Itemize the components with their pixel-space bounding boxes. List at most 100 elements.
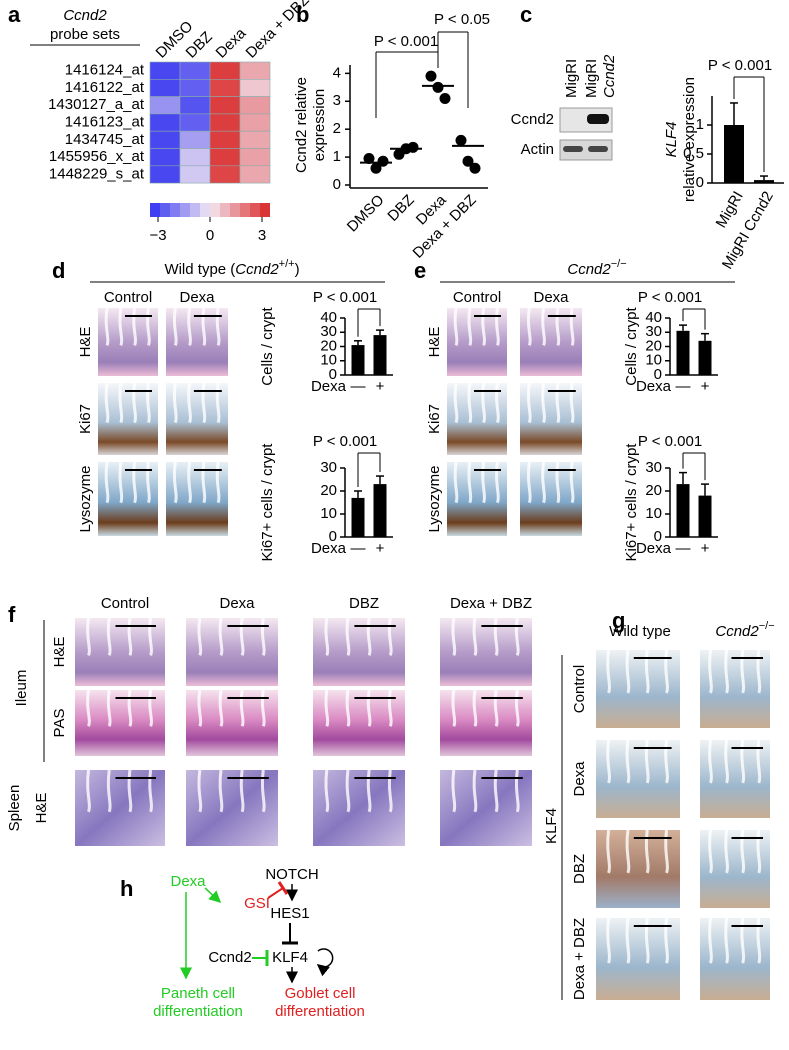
x-tick-label: — [676,540,691,557]
inhibit [267,887,284,899]
column-label: Dexa [533,289,569,306]
tissue-texture [324,689,330,727]
heatmap-cell [179,130,211,149]
y-tick-label: 10 [645,505,662,522]
panel-title: Wild type (Ccnd2+/+) [164,258,299,278]
bar [373,484,387,537]
y-tick-label: 30 [645,459,662,476]
tissue-texture [187,307,192,347]
tissue-texture [606,739,611,784]
title-part: +/+ [279,258,295,270]
heatmap-cell [149,61,181,80]
data-point [462,155,474,167]
heatmap-cell [149,113,181,132]
row-label: 1448229_s_at [49,165,145,182]
tissue-texture [239,689,245,727]
colorbar-swatch [230,203,240,217]
colorbar-label: 3 [258,227,266,244]
data-point [377,155,389,167]
row-label: PAS [51,709,68,738]
tissue-texture [472,769,478,813]
tissue-texture [239,617,245,657]
panel-label: e [414,258,426,283]
tissue-texture [146,307,151,347]
tissue-texture [664,739,669,784]
tissue-texture [218,769,224,813]
tissue-texture [756,917,762,964]
tissue-texture [104,307,110,347]
tissue-texture [541,382,546,424]
row-label: H&E [77,327,94,358]
heatmap-cell [239,96,271,115]
tissue-label: Ileum [13,670,30,707]
node-paneth: differentiation [153,1003,243,1020]
x-tick-label: + [701,378,710,395]
tissue-texture [555,382,561,424]
tissue-texture [541,307,546,347]
tissue-texture [132,307,137,347]
blot-band [587,114,609,124]
tissue-texture [201,382,207,424]
y-tick-label: 2 [333,120,341,137]
tissue-texture [555,307,561,347]
tissue-texture [724,739,729,784]
heatmap-cell [149,165,181,184]
heatmap-cell [239,130,271,149]
tissue-texture [86,769,91,813]
tissue-texture [493,769,499,813]
bar [698,340,712,375]
tissue-texture [451,689,457,727]
tissue-texture [526,461,532,504]
y-tick-label: 0 [329,528,337,545]
y-tick-label: 0 [329,366,337,383]
tissue-texture [472,689,478,727]
node-goblet: differentiation [275,1003,365,1020]
y-tick-label: 1 [696,116,704,133]
panel-label: d [52,258,65,283]
y-tick-label: 30 [645,323,662,340]
y-tick-label: 20 [645,482,662,499]
tissue-texture [606,917,611,964]
heatmap-cell [149,96,181,115]
heatmap-cell [209,130,241,149]
heatmap-cell [209,79,241,97]
heatmap-cell [149,148,181,167]
heatmap-cell [209,113,241,132]
tissue-texture [451,617,457,657]
tissue-texture [387,617,393,657]
tissue-texture [472,617,478,657]
tissue-label: Spleen [6,785,23,832]
panel-label: c [520,2,532,27]
x-tick-label: + [376,378,385,395]
y-tick-label: 30 [320,323,337,340]
tissue-texture [644,917,650,964]
tissue-texture [644,739,650,784]
colorbar-swatch [190,203,200,217]
heatmap-cell [179,113,211,132]
row-label: Lysozyme [426,466,443,533]
row-label: H&E [51,637,68,668]
column-label: Ccnd2−/− [715,620,774,640]
tissue-texture [606,829,611,874]
arrow [204,887,222,904]
row-label: Dexa + DBZ [571,918,588,1000]
tissue-texture [127,689,133,727]
y-tick-label: 10 [320,352,337,369]
row-label: Control [571,665,588,713]
row-label: Dexa [571,761,588,797]
y-tick-label: 20 [320,482,337,499]
tissue-texture [106,769,112,813]
title-part: Ccnd2 [567,261,611,278]
tissue-texture [146,382,151,424]
colorbar-label: −3 [149,227,166,244]
heatmap-cell [209,148,241,167]
tissue-texture [127,617,133,657]
tissue-texture [495,382,500,424]
tissue-texture [148,617,153,657]
stain-label: KLF4 [543,808,560,844]
tissue-texture [239,769,245,813]
heatmap-cell [149,79,181,97]
data-point [425,70,437,82]
heatmap-cell [179,79,211,97]
